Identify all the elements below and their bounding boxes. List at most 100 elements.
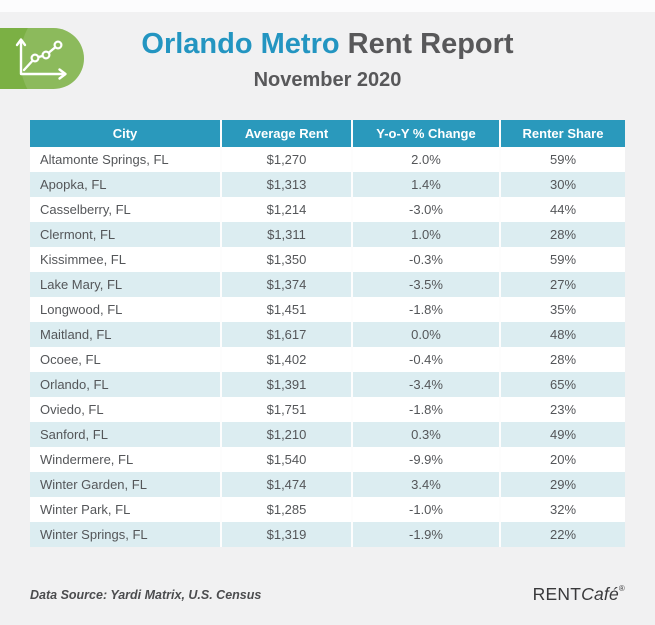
table-cell-renter-share: 27% <box>499 272 625 297</box>
column-header-average-rent: Average Rent <box>220 120 352 147</box>
table-cell-average-rent: $1,210 <box>220 422 352 447</box>
table-cell-renter-share: 59% <box>499 247 625 272</box>
table-cell-average-rent: $1,313 <box>220 172 352 197</box>
table-cell-city: Oviedo, FL <box>30 397 221 422</box>
table-row: Apopka, FL $1,313 1.4% 30% <box>30 172 625 197</box>
table-cell-average-rent: $1,285 <box>220 497 352 522</box>
table-cell-renter-share: 49% <box>499 422 625 447</box>
table-cell-renter-share: 59% <box>499 147 625 172</box>
table-row: Winter Springs, FL $1,319 -1.9% 22% <box>30 522 625 547</box>
rent-table-header: City Average Rent Y-o-Y % Change Renter … <box>30 120 625 147</box>
table-cell-yoy-change: 0.3% <box>351 422 500 447</box>
table-cell-yoy-change: -1.8% <box>351 297 500 322</box>
table-row: Orlando, FL $1,391 -3.4% 65% <box>30 372 625 397</box>
table-row: Winter Park, FL $1,285 -1.0% 32% <box>30 497 625 522</box>
table-cell-renter-share: 35% <box>499 297 625 322</box>
table-cell-city: Winter Garden, FL <box>30 472 221 497</box>
table-cell-renter-share: 23% <box>499 397 625 422</box>
table-cell-renter-share: 65% <box>499 372 625 397</box>
table-cell-average-rent: $1,391 <box>220 372 352 397</box>
table-cell-renter-share: 32% <box>499 497 625 522</box>
table-cell-yoy-change: -1.0% <box>351 497 500 522</box>
table-cell-average-rent: $1,451 <box>220 297 352 322</box>
table-cell-city: Longwood, FL <box>30 297 221 322</box>
report-header: Orlando Metro Rent Report November 2020 <box>0 12 655 120</box>
table-cell-city: Kissimmee, FL <box>30 247 221 272</box>
table-cell-yoy-change: -0.4% <box>351 347 500 372</box>
table-cell-yoy-change: -1.9% <box>351 522 500 547</box>
table-cell-city: Casselberry, FL <box>30 197 221 222</box>
table-cell-yoy-change: 1.0% <box>351 222 500 247</box>
table-cell-city: Orlando, FL <box>30 372 221 397</box>
table-row: Windermere, FL $1,540 -9.9% 20% <box>30 447 625 472</box>
table-row: Altamonte Springs, FL $1,270 2.0% 59% <box>30 147 625 172</box>
table-cell-average-rent: $1,540 <box>220 447 352 472</box>
report-footer: Data Source: Yardi Matrix, U.S. Census R… <box>0 584 655 605</box>
table-cell-average-rent: $1,350 <box>220 247 352 272</box>
table-cell-average-rent: $1,751 <box>220 397 352 422</box>
table-cell-yoy-change: -9.9% <box>351 447 500 472</box>
table-row: Casselberry, FL $1,214 -3.0% 44% <box>30 197 625 222</box>
table-row: Longwood, FL $1,451 -1.8% 35% <box>30 297 625 322</box>
table-row: Oviedo, FL $1,751 -1.8% 23% <box>30 397 625 422</box>
table-cell-city: Maitland, FL <box>30 322 221 347</box>
table-cell-average-rent: $1,474 <box>220 472 352 497</box>
table-cell-city: Ocoee, FL <box>30 347 221 372</box>
table-row: Maitland, FL $1,617 0.0% 48% <box>30 322 625 347</box>
table-cell-yoy-change: -3.4% <box>351 372 500 397</box>
table-cell-renter-share: 44% <box>499 197 625 222</box>
top-strip <box>0 0 655 12</box>
table-cell-city: Clermont, FL <box>30 222 221 247</box>
table-cell-average-rent: $1,270 <box>220 147 352 172</box>
table-cell-average-rent: $1,374 <box>220 272 352 297</box>
page-title: Orlando Metro Rent Report <box>0 12 655 60</box>
registered-trademark-icon: ® <box>618 584 625 593</box>
table-cell-yoy-change: 0.0% <box>351 322 500 347</box>
column-header-city: City <box>30 120 221 147</box>
column-header-renter-share: Renter Share <box>499 120 625 147</box>
table-cell-average-rent: $1,311 <box>220 222 352 247</box>
table-cell-city: Lake Mary, FL <box>30 272 221 297</box>
rent-table: City Average Rent Y-o-Y % Change Renter … <box>30 120 625 547</box>
data-source-note: Data Source: Yardi Matrix, U.S. Census <box>30 587 262 602</box>
table-cell-renter-share: 30% <box>499 172 625 197</box>
table-cell-city: Winter Springs, FL <box>30 522 221 547</box>
table-cell-average-rent: $1,214 <box>220 197 352 222</box>
rentcafe-logo: RENTCafé® <box>533 584 625 605</box>
line-chart-glyph <box>15 38 67 80</box>
table-cell-renter-share: 28% <box>499 222 625 247</box>
table-cell-city: Windermere, FL <box>30 447 221 472</box>
table-cell-renter-share: 22% <box>499 522 625 547</box>
table-cell-yoy-change: 3.4% <box>351 472 500 497</box>
table-cell-yoy-change: -1.8% <box>351 397 500 422</box>
table-cell-average-rent: $1,617 <box>220 322 352 347</box>
table-cell-yoy-change: -3.0% <box>351 197 500 222</box>
table-cell-average-rent: $1,319 <box>220 522 352 547</box>
titles: Orlando Metro Rent Report November 2020 <box>0 12 655 92</box>
table-cell-city: Sanford, FL <box>30 422 221 447</box>
table-cell-renter-share: 29% <box>499 472 625 497</box>
title-report-label: Rent Report <box>347 28 514 60</box>
table-cell-yoy-change: -3.5% <box>351 272 500 297</box>
table-cell-renter-share: 48% <box>499 322 625 347</box>
line-chart-trend-icon <box>0 28 84 89</box>
table-cell-city: Altamonte Springs, FL <box>30 147 221 172</box>
table-row: Lake Mary, FL $1,374 -3.5% 27% <box>30 272 625 297</box>
rent-table-body: Altamonte Springs, FL $1,270 2.0% 59% Apopka… <box>30 147 625 547</box>
table-cell-renter-share: 28% <box>499 347 625 372</box>
table-row: Clermont, FL $1,311 1.0% 28% <box>30 222 625 247</box>
table-row: Winter Garden, FL $1,474 3.4% 29% <box>30 472 625 497</box>
table-cell-yoy-change: 1.4% <box>351 172 500 197</box>
header-row: City Average Rent Y-o-Y % Change Renter … <box>30 120 625 147</box>
title-metro-name: Orlando Metro <box>141 28 340 60</box>
page-subtitle: November 2020 <box>253 69 402 91</box>
table-cell-yoy-change: -0.3% <box>351 247 500 272</box>
table-cell-city: Apopka, FL <box>30 172 221 197</box>
table-cell-yoy-change: 2.0% <box>351 147 500 172</box>
brand-cafe: Café <box>581 584 619 604</box>
table-cell-city: Winter Park, FL <box>30 497 221 522</box>
brand-rent: RENT <box>532 584 582 604</box>
table-cell-average-rent: $1,402 <box>220 347 352 372</box>
table-cell-renter-share: 20% <box>499 447 625 472</box>
table-row: Kissimmee, FL $1,350 -0.3% 59% <box>30 247 625 272</box>
